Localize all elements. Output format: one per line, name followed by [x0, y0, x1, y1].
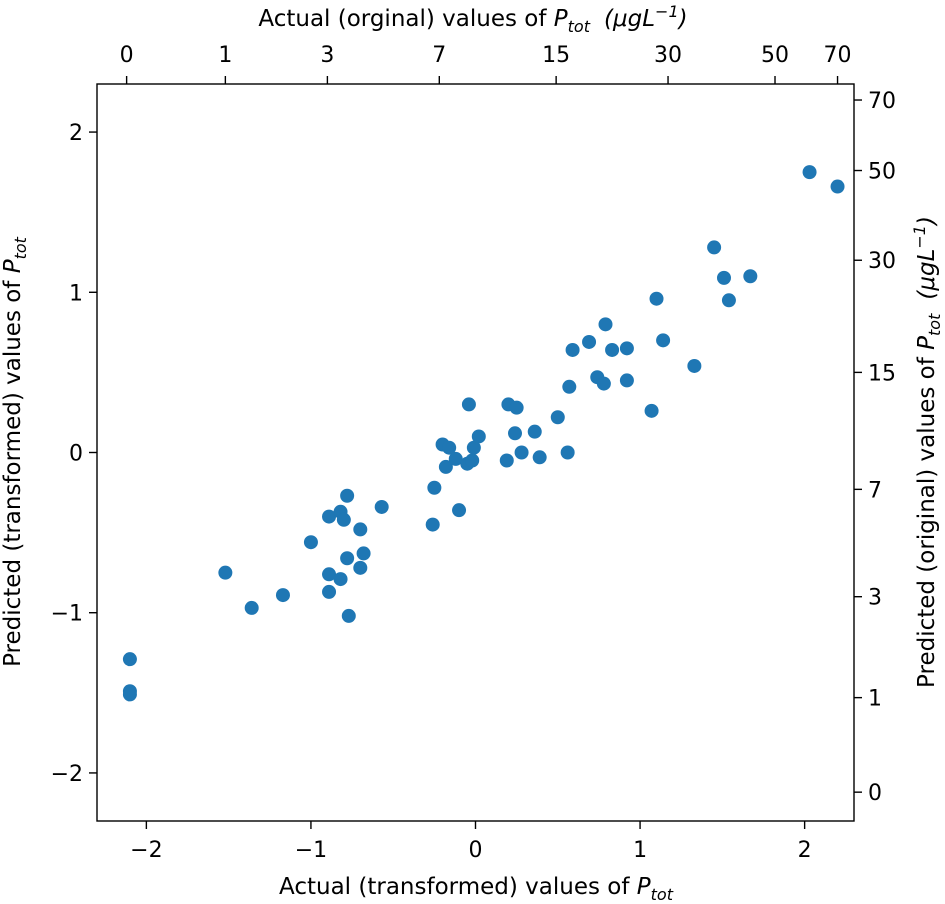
- data-point: [374, 499, 389, 514]
- data-point: [582, 334, 597, 349]
- data-point: [649, 291, 664, 306]
- data-point: [244, 600, 259, 615]
- y2-tick-label: 0: [868, 781, 882, 806]
- data-point: [448, 451, 463, 466]
- x-tick-label: 2: [798, 838, 812, 863]
- data-point: [340, 488, 355, 503]
- data-point: [743, 269, 758, 284]
- data-point: [466, 440, 481, 455]
- x2-axis-title: Actual (orginal) values of Ptot (μgL−1): [258, 2, 687, 36]
- data-point: [716, 270, 731, 285]
- data-point: [353, 560, 368, 575]
- y2-tick-label: 3: [868, 586, 882, 611]
- data-point: [565, 342, 580, 357]
- data-point: [707, 240, 722, 255]
- y2-tick-label: 70: [868, 89, 896, 114]
- data-point: [461, 397, 476, 412]
- y-tick-label: 2: [69, 121, 83, 146]
- data-point: [333, 572, 348, 587]
- x2-tick-label: 15: [542, 43, 570, 68]
- data-point: [442, 440, 457, 455]
- data-point: [218, 565, 233, 580]
- data-point: [550, 410, 565, 425]
- data-point: [322, 584, 337, 599]
- data-point: [336, 512, 351, 527]
- data-points: [122, 165, 845, 702]
- data-point: [802, 165, 817, 180]
- data-point: [507, 426, 522, 441]
- data-point: [532, 450, 547, 465]
- data-point: [644, 403, 659, 418]
- data-point: [619, 373, 634, 388]
- y-tick-label: −2: [51, 762, 83, 787]
- data-point: [353, 522, 368, 537]
- x2-tick-label: 0: [120, 43, 134, 68]
- plot-frame: [96, 83, 855, 822]
- x-tick-label: 0: [469, 838, 483, 863]
- x-tick-label: −2: [130, 838, 162, 863]
- data-point: [425, 517, 440, 532]
- y2-tick-label: 50: [868, 160, 896, 185]
- data-point: [322, 567, 337, 582]
- x2-tick-label: 7: [432, 43, 446, 68]
- y-tick-label: 1: [69, 281, 83, 306]
- y2-tick-label: 30: [868, 249, 896, 274]
- data-point: [438, 459, 453, 474]
- x2-tick-label: 3: [320, 43, 334, 68]
- data-point: [356, 546, 371, 561]
- data-point: [605, 342, 620, 357]
- data-point: [341, 608, 356, 623]
- data-point: [509, 400, 524, 415]
- x-tick-label: 1: [633, 838, 647, 863]
- x-tick-label: −1: [295, 838, 327, 863]
- x2-tick-label: 1: [218, 43, 232, 68]
- x2-tick-label: 70: [824, 43, 852, 68]
- data-point: [122, 687, 137, 702]
- data-point: [619, 341, 634, 356]
- x2-tick-label: 50: [761, 43, 789, 68]
- data-point: [122, 652, 137, 667]
- data-point: [499, 453, 514, 468]
- y2-tick-label: 1: [868, 687, 882, 712]
- y-tick-label: −1: [51, 602, 83, 627]
- x2-tick-label: 30: [654, 43, 682, 68]
- tick-labels: −2 −1 0 1 2 2 1 0 −1 −2 0 1 3 7 15 30 50 70 70 50 30 15 7 3 1 0: [51, 43, 896, 863]
- data-point: [527, 424, 542, 439]
- data-point: [275, 588, 290, 603]
- data-point: [596, 376, 611, 391]
- data-point: [303, 535, 318, 550]
- y-axis-title: Predicted (transformed) values of Ptot: [0, 236, 30, 667]
- data-point: [560, 445, 575, 460]
- data-point: [465, 453, 480, 468]
- x-axis-title: Actual (transformed) values of Ptot: [279, 874, 674, 904]
- data-point: [598, 317, 613, 332]
- y-tick-label: 0: [69, 442, 83, 467]
- data-point: [471, 429, 486, 444]
- tick-marks: [89, 76, 862, 829]
- y2-tick-label: 15: [868, 361, 896, 386]
- data-point: [452, 503, 467, 518]
- data-point: [322, 509, 337, 524]
- data-point: [687, 358, 702, 373]
- y2-axis-title: Predicted (original) values of Ptot(μgL−…: [910, 216, 944, 688]
- data-point: [562, 379, 577, 394]
- y2-tick-label: 7: [868, 478, 882, 503]
- data-point: [427, 480, 442, 495]
- data-point: [721, 293, 736, 308]
- data-point: [830, 179, 845, 194]
- data-point: [656, 333, 671, 348]
- data-point: [340, 551, 355, 566]
- data-point: [514, 445, 529, 460]
